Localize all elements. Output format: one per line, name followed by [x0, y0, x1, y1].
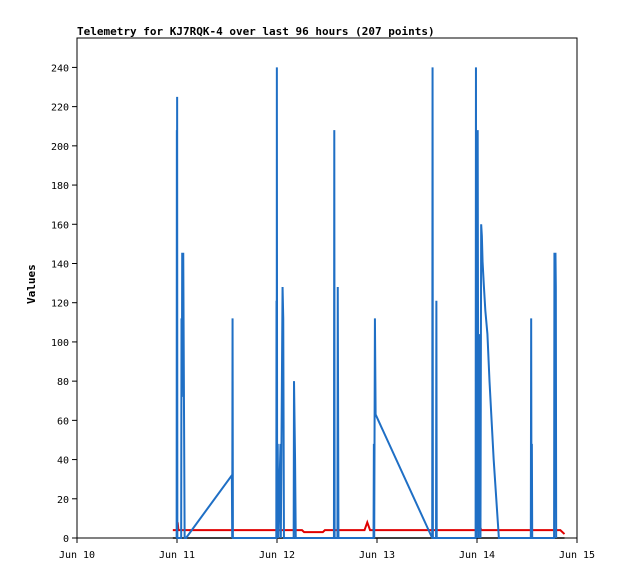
y-tick-label: 180 [51, 181, 69, 192]
x-axis: Jun 10 Jun 11 Jun 12 Jun 13 Jun 14 Jun 15 [59, 538, 595, 561]
y-tick-label: 60 [57, 416, 69, 427]
y-tick-label: 120 [51, 299, 69, 310]
chart-title: Telemetry for KJ7RQK-4 over last 96 hour… [77, 25, 435, 38]
y-tick-label: 200 [51, 142, 69, 153]
plot-area [76, 37, 578, 539]
x-tick-label: Jun 13 [359, 550, 395, 561]
series-line-3 [175, 67, 558, 539]
y-tick-label: 160 [51, 220, 69, 231]
y-tick-label: 20 [57, 495, 69, 506]
x-tick-label: Jun 14 [459, 550, 495, 561]
y-tick-label: 100 [51, 338, 69, 349]
y-tick-label: 80 [57, 377, 69, 388]
y-axis-label: Values [25, 264, 38, 304]
y-tick-label: 220 [51, 103, 69, 114]
y-tick-label: 240 [51, 63, 69, 74]
x-tick-label: Jun 11 [159, 550, 195, 561]
x-tick-label: Jun 12 [259, 550, 295, 561]
y-tick-label: 140 [51, 259, 69, 270]
series-layer [172, 67, 566, 539]
y-tick-label: 40 [57, 456, 69, 467]
x-tick-label: Jun 15 [559, 550, 595, 561]
y-axis: 0 20 40 60 80 100 120 140 160 180 200 220 240 [51, 63, 77, 545]
x-tick-label: Jun 10 [59, 550, 95, 561]
y-tick-label: 0 [63, 534, 69, 545]
